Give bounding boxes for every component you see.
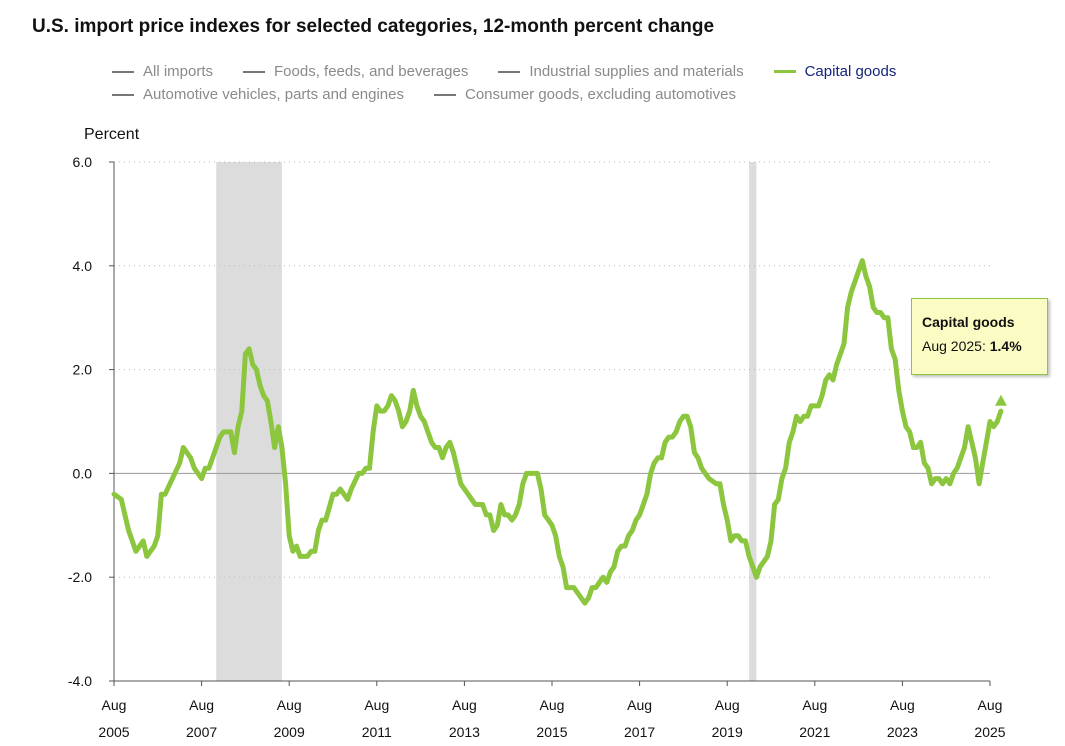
legend-label: Capital goods [804,63,897,80]
axes [113,162,990,682]
x-tick-month: Aug [364,697,389,713]
legend-label: Foods, feeds, and beverages [274,63,469,80]
legend-row-1: All imports Foods, feeds, and beverages … [112,60,1012,83]
y-tick-label: 0.0 [73,465,93,481]
legend-label: All imports [143,63,214,80]
legend-swatch [433,93,456,96]
legend-swatch [498,70,521,73]
x-tick-year: 2021 [799,724,830,740]
x-tick-year: 2011 [362,724,392,740]
legend-item-capital-goods[interactable]: Capital goods [773,63,897,80]
legend-row-2: Automotive vehicles, parts and engines C… [112,83,1012,106]
legend-label: Industrial supplies and materials [529,63,744,80]
y-tick-labels: 6.0 4.0 2.0 0.0 -2.0 -4.0 [68,154,92,689]
tooltip-value-row: Aug 2025: 1.4% [922,338,1037,354]
chart-title: U.S. import price indexes for selected c… [32,16,715,37]
gridlines [109,161,990,682]
legend-item-consumer-goods[interactable]: Consumer goods, excluding automotives [433,86,736,103]
tooltip-series-name: Capital goods [922,314,1015,330]
x-tick-month: Aug [540,697,565,713]
legend-swatch [112,70,134,73]
x-tick-month: Aug [978,697,1003,713]
y-axis-title: Percent [84,126,140,143]
x-tick-month: Aug [802,697,827,713]
legend-swatch [112,93,134,96]
y-tick-label: 2.0 [73,362,93,378]
series-line-capital-goods [111,258,1004,606]
x-tick-year: 2019 [712,724,743,740]
y-tick-label: -4.0 [68,673,92,689]
x-tick-month: Aug [277,697,302,713]
legend-item-all-imports[interactable]: All imports [112,63,213,80]
series-marker-triangle [994,394,1007,406]
y-tick-label: -2.0 [68,569,92,585]
x-tick-year: 2007 [186,724,217,740]
x-tick-year: 2017 [624,724,655,740]
tooltip-date: Aug 2025: [922,338,986,354]
x-tick-month: Aug [189,697,214,713]
legend-label: Automotive vehicles, parts and engines [143,86,404,103]
x-tick-year: 2023 [887,724,918,740]
x-tick-labels: Aug 2005 Aug 2007 Aug 2009 Aug 2011 Aug 2013 Aug 20… [98,681,1006,740]
recession-bands [216,162,757,681]
legend-item-industrial-supplies[interactable]: Industrial supplies and materials [498,63,744,80]
legend-item-automotive[interactable]: Automotive vehicles, parts and engines [112,86,404,103]
legend-item-foods-feeds-beverages[interactable]: Foods, feeds, and beverages [243,63,468,80]
x-tick-month: Aug [715,697,740,713]
x-tick-year: 2025 [974,724,1005,740]
legend-swatch [243,70,266,73]
legend-label: Consumer goods, excluding automotives [464,86,736,103]
x-tick-year: 2013 [449,724,480,740]
x-tick-year: 2005 [98,724,129,740]
legend-swatch [773,70,796,73]
x-tick-month: Aug [102,697,127,713]
x-tick-month: Aug [890,697,915,713]
x-tick-month: Aug [627,697,652,713]
y-tick-label: 6.0 [73,154,93,170]
recession-band [749,162,757,681]
tooltip-value: 1.4% [989,338,1022,354]
x-tick-year: 2009 [274,724,305,740]
x-tick-year: 2015 [536,724,567,740]
legend: All imports Foods, feeds, and beverages … [112,60,1012,106]
x-tick-month: Aug [452,697,477,713]
y-tick-label: 4.0 [73,258,93,274]
series-capital-goods [111,258,1007,606]
tooltip: Capital goods Aug 2025: 1.4% [911,298,1048,375]
